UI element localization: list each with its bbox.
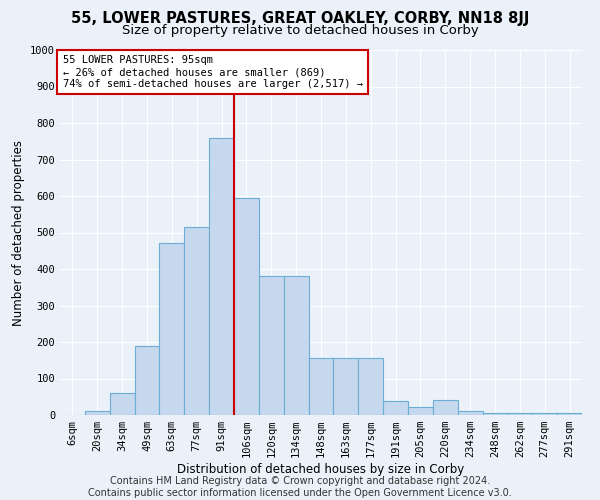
Bar (408, 407, 433, 415)
Text: Contains HM Land Registry data © Crown copyright and database right 2024.
Contai: Contains HM Land Registry data © Crown c… (88, 476, 512, 498)
Y-axis label: Number of detached properties: Number of detached properties (11, 140, 25, 326)
Bar (532, 413, 557, 415)
Bar (334, 358, 358, 415)
Bar (85, 410, 110, 415)
Bar (482, 413, 508, 415)
Bar (508, 413, 532, 415)
X-axis label: Distribution of detached houses by size in Corby: Distribution of detached houses by size … (178, 463, 464, 476)
Bar (134, 346, 160, 415)
Bar (259, 276, 284, 415)
Bar (110, 393, 134, 415)
Text: 55, LOWER PASTURES, GREAT OAKLEY, CORBY, NN18 8JJ: 55, LOWER PASTURES, GREAT OAKLEY, CORBY,… (71, 11, 529, 26)
Bar (308, 358, 334, 415)
Bar (234, 198, 259, 415)
Bar (458, 412, 482, 415)
Text: 55 LOWER PASTURES: 95sqm
← 26% of detached houses are smaller (869)
74% of semi-: 55 LOWER PASTURES: 95sqm ← 26% of detach… (62, 56, 362, 88)
Bar (433, 400, 458, 415)
Bar (160, 244, 184, 415)
Text: Size of property relative to detached houses in Corby: Size of property relative to detached ho… (122, 24, 478, 37)
Bar (209, 138, 234, 415)
Bar (358, 358, 383, 415)
Bar (557, 413, 582, 415)
Bar (383, 401, 408, 415)
Bar (184, 227, 209, 415)
Bar (284, 276, 308, 415)
